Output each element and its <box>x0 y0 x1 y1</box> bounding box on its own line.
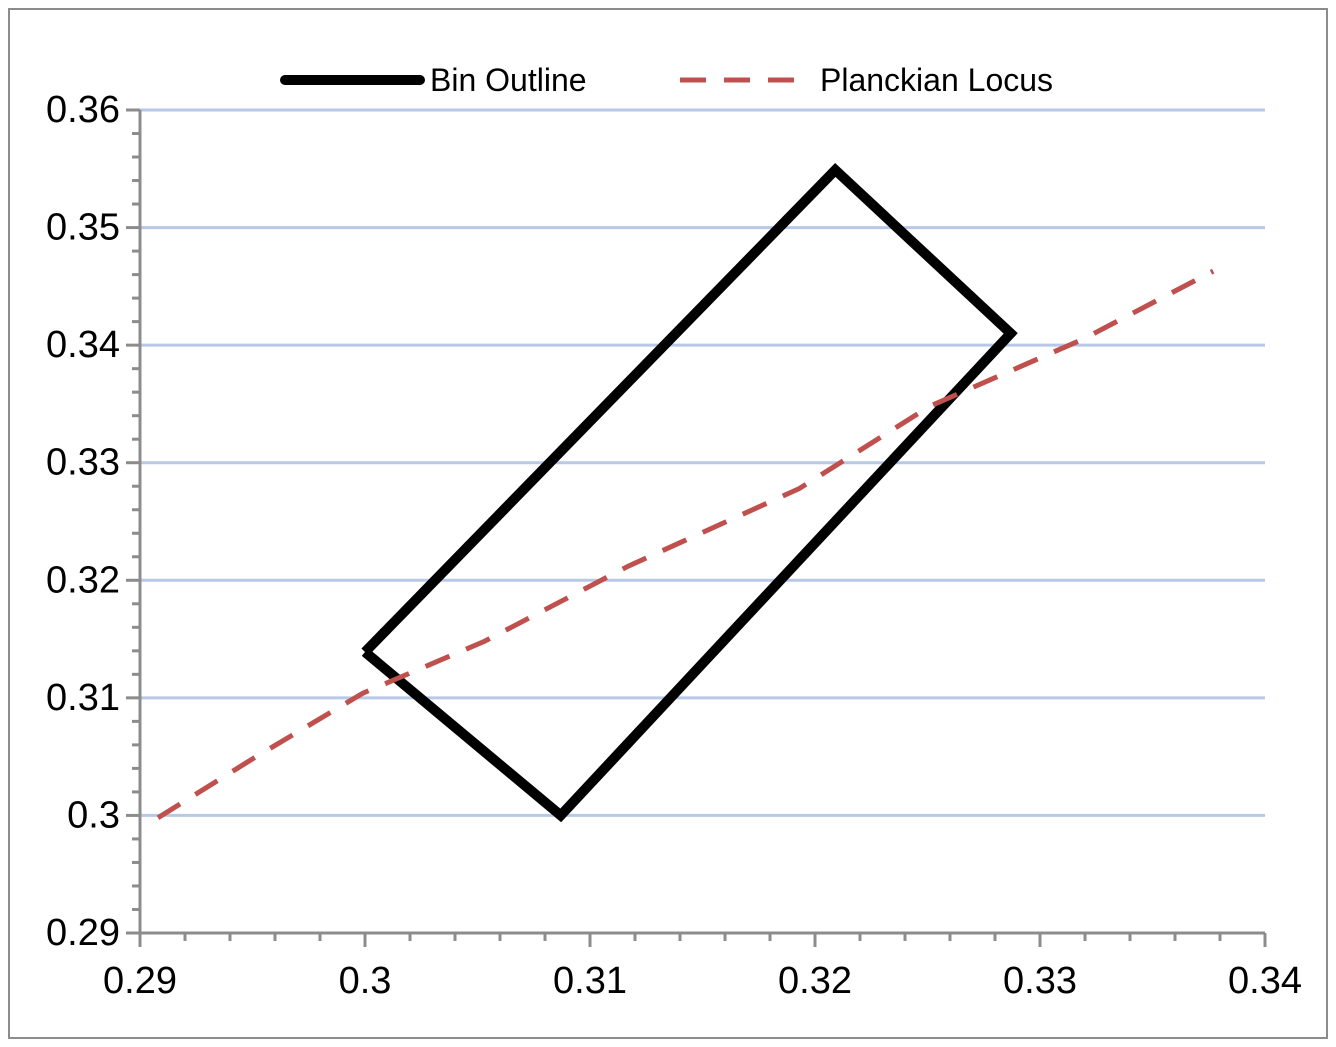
chart-frame <box>8 8 1328 1039</box>
x-tick-label-0: 0.29 <box>103 960 177 1002</box>
legend-layer: Bin Outline Planckian Locus <box>280 62 1053 98</box>
series-bin-outline-point-1 <box>835 169 836 170</box>
legend-label-bin-outline: Bin Outline <box>430 62 587 98</box>
series-planckian-locus-point-2 <box>362 693 363 694</box>
y-tick-label-7: 0.36 <box>46 89 120 131</box>
y-tick-label-5: 0.34 <box>46 324 120 366</box>
x-tick-label-3: 0.32 <box>778 960 852 1002</box>
y-tick-label-3: 0.32 <box>46 559 120 601</box>
series-planckian-locus-point-7 <box>1082 339 1083 340</box>
axis-layer: 0.29 0.3 0.31 0.32 0.33 0.34 0.35 0.36 0.29 0.3 0.… <box>46 89 1302 1002</box>
series-planckian-locus-point-1 <box>250 760 251 761</box>
series-bin-outline-point-3 <box>560 815 561 816</box>
y-tick-label-6: 0.35 <box>46 207 120 249</box>
x-tick-label-2: 0.31 <box>553 960 627 1002</box>
series-bin-outline-point-2 <box>1010 333 1011 334</box>
series-planckian-locus-line <box>156 268 1215 820</box>
series-planckian-locus-point-6 <box>929 406 930 407</box>
x-tick-label-4: 0.33 <box>1003 960 1077 1002</box>
y-tick-label-4: 0.33 <box>46 442 120 484</box>
y-tick-label-0: 0.29 <box>46 912 120 954</box>
series-planckian-locus-point-8 <box>1213 271 1214 272</box>
series-layer <box>156 163 1215 823</box>
y-tick-label-1: 0.3 <box>67 794 120 836</box>
y-tick-label-2: 0.31 <box>46 677 120 719</box>
series-bin-outline-line <box>361 163 1018 823</box>
series-planckian-locus-point-5 <box>799 488 800 489</box>
grid-layer <box>140 108 1265 817</box>
series-planckian-locus-point-0 <box>158 817 159 818</box>
x-tick-label-1: 0.3 <box>339 960 392 1002</box>
series-bin-outline-point-4 <box>365 652 366 653</box>
legend-label-planckian-locus: Planckian Locus <box>820 62 1053 98</box>
series-planckian-locus-point-3 <box>484 641 485 642</box>
x-tick-label-5: 0.34 <box>1228 960 1302 1002</box>
series-planckian-locus-point-4 <box>628 566 629 567</box>
